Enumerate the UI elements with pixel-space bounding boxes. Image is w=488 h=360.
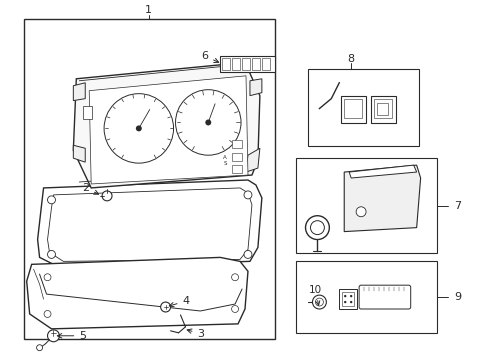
Bar xyxy=(373,99,391,118)
Bar xyxy=(222,58,230,70)
Polygon shape xyxy=(73,63,259,188)
Bar xyxy=(242,58,249,70)
Text: 10: 10 xyxy=(308,285,322,305)
Polygon shape xyxy=(38,180,262,267)
Circle shape xyxy=(47,251,55,258)
Circle shape xyxy=(231,274,238,281)
Circle shape xyxy=(349,301,352,303)
Bar xyxy=(262,58,269,70)
Circle shape xyxy=(104,94,173,163)
Bar xyxy=(339,289,356,309)
Polygon shape xyxy=(249,79,262,96)
Circle shape xyxy=(137,127,140,130)
Circle shape xyxy=(137,127,140,130)
Circle shape xyxy=(47,196,55,204)
Text: 4: 4 xyxy=(169,296,189,307)
Bar xyxy=(344,99,361,118)
Polygon shape xyxy=(73,83,85,100)
Bar xyxy=(341,96,366,123)
Circle shape xyxy=(137,127,140,130)
Text: 6: 6 xyxy=(201,51,218,63)
Circle shape xyxy=(102,191,112,201)
Circle shape xyxy=(161,302,170,312)
Bar xyxy=(342,292,353,306)
Circle shape xyxy=(137,127,140,130)
Bar xyxy=(295,158,436,253)
Circle shape xyxy=(315,298,323,306)
Text: 5: 5 xyxy=(57,331,86,341)
Circle shape xyxy=(175,90,241,155)
Circle shape xyxy=(137,127,140,130)
Bar xyxy=(220,56,274,72)
Polygon shape xyxy=(27,257,247,329)
Circle shape xyxy=(312,295,325,309)
Circle shape xyxy=(137,127,140,130)
Bar xyxy=(295,261,436,333)
Bar xyxy=(232,153,242,161)
Bar xyxy=(232,58,240,70)
Bar xyxy=(376,103,387,114)
Circle shape xyxy=(349,295,352,297)
Circle shape xyxy=(44,310,51,318)
Text: 9: 9 xyxy=(453,292,461,302)
Text: A
S: A S xyxy=(223,155,226,166)
Text: 8: 8 xyxy=(347,54,354,64)
Polygon shape xyxy=(89,76,247,184)
Circle shape xyxy=(244,251,251,258)
Circle shape xyxy=(305,216,328,239)
Circle shape xyxy=(37,345,42,351)
Text: 7: 7 xyxy=(453,201,461,211)
Circle shape xyxy=(137,127,140,130)
Bar xyxy=(251,58,259,70)
Circle shape xyxy=(231,306,238,312)
Bar xyxy=(24,19,274,339)
Polygon shape xyxy=(47,188,251,261)
Text: 1: 1 xyxy=(145,5,152,15)
Circle shape xyxy=(137,127,140,130)
Circle shape xyxy=(137,127,140,130)
Circle shape xyxy=(344,295,346,297)
Polygon shape xyxy=(73,145,85,162)
Circle shape xyxy=(137,127,140,130)
Polygon shape xyxy=(245,148,259,172)
Bar xyxy=(307,69,418,146)
Circle shape xyxy=(137,127,140,130)
Text: 3: 3 xyxy=(187,329,204,339)
Circle shape xyxy=(44,274,51,281)
Circle shape xyxy=(136,125,142,131)
Bar xyxy=(232,140,242,148)
FancyBboxPatch shape xyxy=(358,285,410,309)
Text: 2: 2 xyxy=(82,183,99,194)
Circle shape xyxy=(205,120,211,125)
Circle shape xyxy=(137,127,140,130)
Bar xyxy=(370,96,395,123)
Circle shape xyxy=(137,127,140,130)
Circle shape xyxy=(310,221,324,235)
Circle shape xyxy=(47,330,60,342)
Circle shape xyxy=(137,127,140,130)
Circle shape xyxy=(355,207,366,217)
Circle shape xyxy=(244,191,251,199)
Polygon shape xyxy=(344,165,420,231)
Polygon shape xyxy=(348,165,416,178)
Circle shape xyxy=(137,127,140,130)
Circle shape xyxy=(344,301,346,303)
Circle shape xyxy=(137,127,140,130)
Bar xyxy=(232,165,242,173)
Bar xyxy=(83,105,92,120)
